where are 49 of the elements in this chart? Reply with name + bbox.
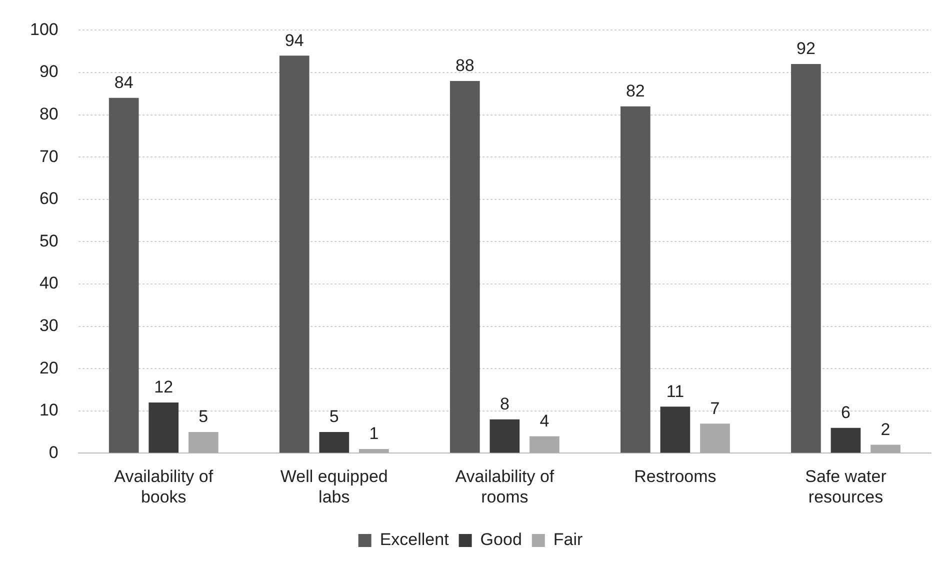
x-tick-label: Restrooms	[634, 467, 716, 486]
data-label: 4	[540, 411, 550, 430]
data-label: 2	[880, 420, 890, 439]
y-tick-label: 60	[39, 189, 58, 208]
bar	[319, 432, 350, 453]
y-tick-label: 10	[39, 400, 58, 420]
y-tick-label: 90	[39, 62, 58, 82]
y-tick-label: 30	[39, 316, 58, 335]
data-label: 92	[796, 39, 816, 58]
bar	[870, 444, 900, 453]
data-label: 8	[500, 394, 510, 414]
data-label: 7	[710, 398, 720, 418]
y-tick-label: 0	[48, 442, 58, 462]
bar	[700, 424, 730, 453]
data-label: 11	[666, 382, 684, 401]
data-label: 1	[369, 424, 379, 444]
y-tick-label: 50	[39, 231, 58, 250]
x-tick-label: Safe water resources	[805, 467, 887, 506]
x-tick-label: Availability of rooms	[455, 467, 554, 506]
data-label: 6	[841, 403, 850, 422]
data-label: 94	[284, 30, 304, 50]
y-tick-label: 40	[39, 274, 58, 293]
bar	[188, 432, 218, 453]
data-label: 12	[154, 378, 174, 397]
bar	[359, 448, 389, 453]
y-tick-label: 20	[39, 358, 58, 378]
bar	[660, 406, 690, 453]
legend-label: Fair	[553, 530, 584, 550]
bar	[450, 80, 480, 453]
data-label: 84	[114, 73, 134, 92]
bar	[830, 428, 861, 453]
bar	[620, 106, 650, 453]
x-tick-label: Well equipped labs	[280, 467, 388, 506]
y-tick-label: 100	[30, 20, 58, 39]
bar	[108, 98, 139, 453]
data-label: 5	[329, 407, 339, 426]
legend-label: Good	[480, 530, 522, 550]
y-tick-label: 70	[39, 146, 58, 166]
x-tick-label: Availability of books	[114, 467, 214, 506]
bar	[530, 436, 560, 453]
data-label: 88	[455, 56, 474, 76]
data-label: 82	[626, 82, 645, 101]
bar	[490, 419, 520, 453]
data-label: 5	[198, 407, 208, 426]
y-tick-label: 80	[39, 104, 58, 124]
bar	[148, 402, 179, 453]
legend-label: Excellent	[380, 530, 450, 550]
bar	[279, 56, 310, 453]
bar	[791, 64, 821, 453]
